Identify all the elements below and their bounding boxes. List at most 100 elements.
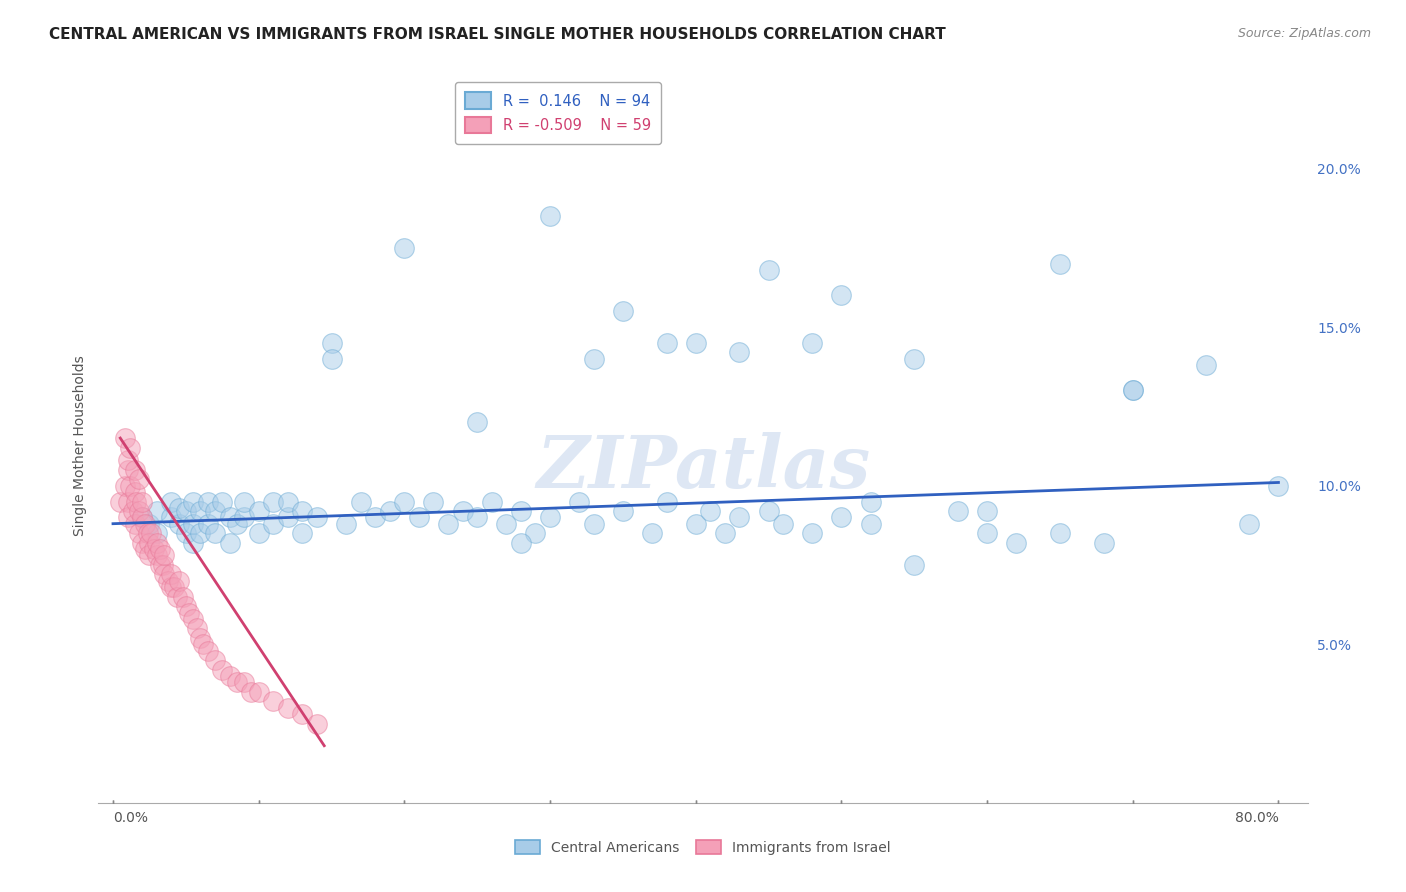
Point xyxy=(131,535,153,549)
Point xyxy=(277,700,299,714)
Legend: Central Americans, Immigrants from Israel: Central Americans, Immigrants from Israe… xyxy=(509,834,897,860)
Point xyxy=(714,526,737,541)
Point xyxy=(758,263,780,277)
Point xyxy=(758,504,780,518)
Point xyxy=(204,504,226,518)
Text: ZIPatlas: ZIPatlas xyxy=(536,432,870,503)
Point xyxy=(240,685,263,699)
Point xyxy=(177,606,200,620)
Point xyxy=(1122,384,1144,398)
Text: 80.0%: 80.0% xyxy=(1234,812,1278,825)
Point xyxy=(538,209,561,223)
Point xyxy=(233,510,256,524)
Point xyxy=(655,335,678,350)
Point xyxy=(394,241,416,255)
Point xyxy=(582,351,605,366)
Point xyxy=(830,288,852,302)
Point xyxy=(131,494,153,508)
Point xyxy=(262,494,284,508)
Point xyxy=(481,494,503,508)
Point xyxy=(190,631,212,645)
Point xyxy=(122,504,145,518)
Point xyxy=(167,500,190,515)
Point xyxy=(364,510,387,524)
Point xyxy=(145,549,167,563)
Point xyxy=(225,675,247,690)
Point xyxy=(190,526,212,541)
Point xyxy=(859,494,882,508)
Point xyxy=(321,351,343,366)
Point xyxy=(903,558,925,572)
Point xyxy=(145,504,167,518)
Point xyxy=(976,504,998,518)
Point xyxy=(128,472,150,486)
Point xyxy=(1049,526,1071,541)
Point xyxy=(131,510,153,524)
Point xyxy=(160,494,183,508)
Point xyxy=(830,510,852,524)
Point xyxy=(193,637,215,651)
Point xyxy=(262,516,284,531)
Point xyxy=(197,643,219,657)
Point xyxy=(157,574,180,588)
Point xyxy=(509,504,531,518)
Point xyxy=(568,494,591,508)
Point xyxy=(172,590,194,604)
Point xyxy=(117,494,139,508)
Point xyxy=(166,590,188,604)
Point xyxy=(247,504,270,518)
Point xyxy=(128,504,150,518)
Point xyxy=(291,504,314,518)
Point xyxy=(685,335,707,350)
Point xyxy=(1122,384,1144,398)
Point xyxy=(138,516,160,531)
Point xyxy=(495,516,517,531)
Point xyxy=(160,510,183,524)
Point xyxy=(772,516,794,531)
Point xyxy=(181,612,204,626)
Point xyxy=(291,706,314,721)
Point xyxy=(1239,516,1261,531)
Point xyxy=(120,478,142,492)
Point xyxy=(946,504,969,518)
Point xyxy=(149,558,172,572)
Point xyxy=(124,516,146,531)
Point xyxy=(233,675,256,690)
Point xyxy=(582,516,605,531)
Point xyxy=(174,504,197,518)
Point xyxy=(685,516,707,531)
Point xyxy=(197,516,219,531)
Point xyxy=(181,535,204,549)
Point xyxy=(190,504,212,518)
Point xyxy=(163,580,186,594)
Point xyxy=(305,510,328,524)
Point xyxy=(422,494,444,508)
Point xyxy=(204,526,226,541)
Point xyxy=(114,478,136,492)
Point xyxy=(1194,358,1216,372)
Point xyxy=(801,335,824,350)
Point xyxy=(174,526,197,541)
Point xyxy=(152,558,174,572)
Point xyxy=(655,494,678,508)
Point xyxy=(181,494,204,508)
Point xyxy=(305,716,328,731)
Point xyxy=(174,599,197,614)
Point xyxy=(167,516,190,531)
Point xyxy=(1049,257,1071,271)
Point xyxy=(160,580,183,594)
Point xyxy=(117,453,139,467)
Point xyxy=(218,510,240,524)
Point xyxy=(451,504,474,518)
Point xyxy=(153,567,176,582)
Point xyxy=(134,542,156,557)
Point xyxy=(218,669,240,683)
Point xyxy=(524,526,547,541)
Point xyxy=(186,621,208,635)
Point xyxy=(728,510,751,524)
Point xyxy=(160,567,183,582)
Point xyxy=(262,694,284,708)
Point xyxy=(699,504,721,518)
Point xyxy=(131,510,153,524)
Point xyxy=(335,516,357,531)
